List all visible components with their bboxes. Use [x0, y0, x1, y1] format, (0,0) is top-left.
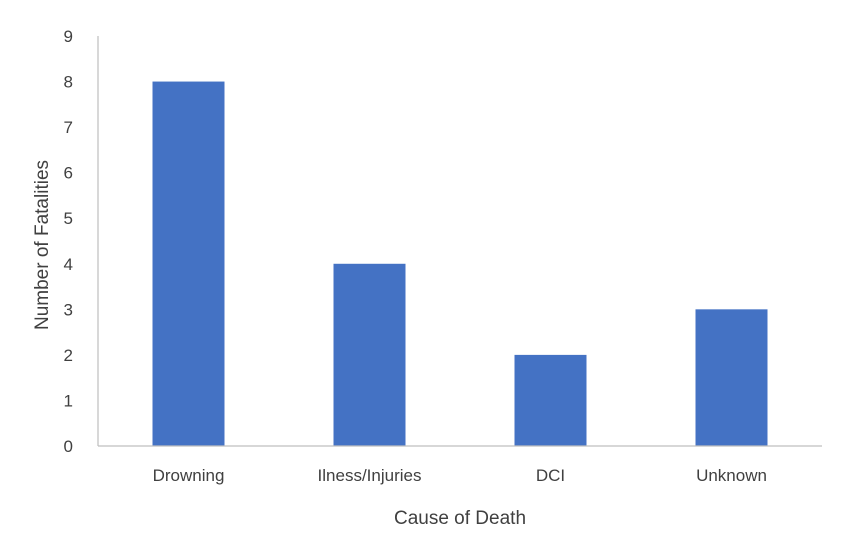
y-tick-label: 3: [64, 300, 73, 319]
y-tick-label: 2: [64, 346, 73, 365]
bars: [152, 81, 768, 447]
y-tick-label: 0: [64, 437, 73, 456]
y-tick-label: 8: [64, 73, 73, 92]
x-tick-label: Unknown: [696, 466, 767, 485]
y-axis-title: Number of Fatalities: [32, 160, 53, 330]
bar-ilness-injuries: [333, 263, 406, 446]
bar-unknown: [695, 309, 768, 446]
bar-dci: [514, 354, 587, 446]
x-tick-label: DCI: [536, 466, 565, 485]
y-tick-label: 5: [64, 209, 73, 228]
x-axis-ticks: Drowning Ilness/Injuries DCI Unknown: [153, 466, 767, 485]
x-axis-title: Cause of Death: [394, 508, 526, 529]
y-tick-label: 6: [64, 164, 73, 183]
y-tick-label: 7: [64, 118, 73, 137]
x-tick-label: Ilness/Injuries: [318, 466, 422, 485]
y-tick-label: 9: [64, 27, 73, 46]
x-tick-label: Drowning: [153, 466, 225, 485]
bar-drowning: [152, 81, 225, 447]
y-tick-label: 4: [64, 255, 73, 274]
y-axis-ticks: 0 1 2 3 4 5 6 7 8 9: [64, 27, 73, 456]
y-tick-label: 1: [64, 391, 73, 410]
